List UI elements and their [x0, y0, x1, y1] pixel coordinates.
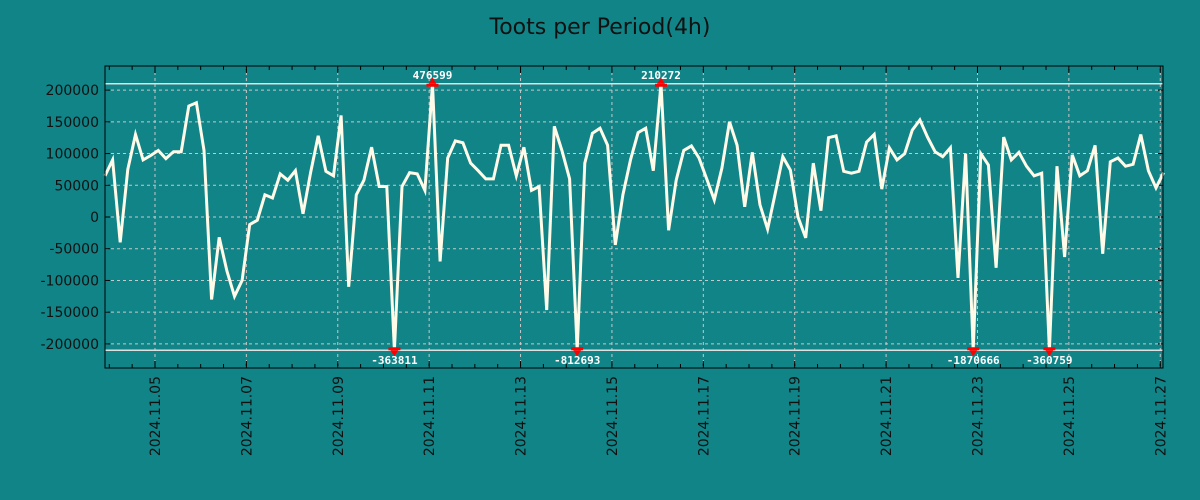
- x-tick-label: 2024.11.13: [514, 376, 530, 456]
- chart-title: Toots per Period(4h): [489, 15, 711, 40]
- y-tick-label: 0: [90, 210, 99, 226]
- peak-label: 210272: [641, 69, 681, 82]
- peak-marker-bar: [1043, 347, 1056, 351]
- peak-marker-down: [1045, 350, 1054, 357]
- y-tick-label: -200000: [41, 337, 100, 353]
- peak-label: -360759: [1026, 354, 1072, 367]
- peak-marker-up: [428, 77, 437, 84]
- peak-marker-bar: [388, 347, 401, 351]
- x-tick-label: 2024.11.11: [422, 376, 438, 456]
- y-tick-label: 200000: [46, 83, 99, 99]
- peak-marker-bar: [967, 347, 980, 351]
- x-tick-label: 2024.11.21: [879, 376, 895, 456]
- peak-marker-down: [969, 350, 978, 357]
- peak-marker-bar: [426, 83, 439, 87]
- peak-label: 476599: [413, 69, 453, 82]
- x-tick-label: 2024.11.23: [970, 376, 986, 456]
- plot-frame: [104, 65, 1164, 369]
- peak-marker-up: [656, 77, 665, 84]
- peak-label: -812693: [554, 354, 600, 367]
- y-tick-label: -150000: [41, 305, 100, 321]
- x-tick-label: 2024.11.15: [605, 376, 621, 456]
- y-tick-label: 100000: [46, 147, 99, 163]
- y-tick-label: 50000: [54, 178, 99, 194]
- peak-marker-bar: [571, 347, 584, 351]
- peak-marker-down: [573, 350, 582, 357]
- y-tick-label: 150000: [46, 115, 99, 131]
- y-tick-label: -50000: [49, 242, 99, 258]
- x-tick-label: 2024.11.27: [1153, 376, 1169, 456]
- peak-label: -1870666: [947, 354, 1000, 367]
- x-tick-label: 2024.11.25: [1062, 376, 1078, 456]
- peak-marker-bar: [654, 83, 667, 87]
- x-tick-label: 2024.11.17: [696, 376, 712, 456]
- peak-marker-down: [390, 350, 399, 357]
- x-tick-label: 2024.11.07: [239, 376, 255, 456]
- peak-label: -363811: [371, 354, 418, 367]
- x-tick-label: 2024.11.19: [788, 376, 804, 456]
- x-tick-label: 2024.11.05: [148, 376, 164, 456]
- x-tick-label: 2024.11.09: [331, 376, 347, 456]
- series-line: [103, 83, 1165, 351]
- y-tick-label: -100000: [41, 273, 100, 289]
